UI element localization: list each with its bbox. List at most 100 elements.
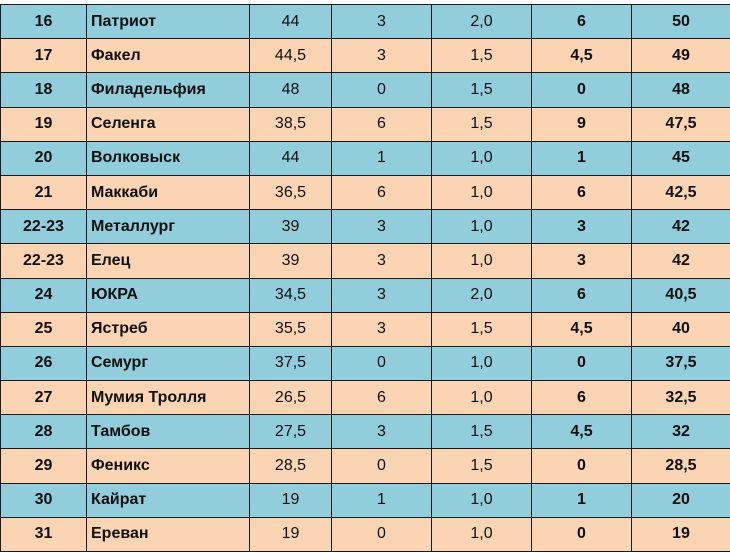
score-cell: 39 <box>250 244 332 278</box>
coefficient-cell: 1,5 <box>432 107 532 141</box>
score-cell: 48 <box>250 73 332 107</box>
column-4-cell: 3 <box>332 39 432 73</box>
column-4-cell: 0 <box>332 73 432 107</box>
total-cell: 42 <box>632 210 730 244</box>
coefficient-cell: 1,0 <box>432 483 532 517</box>
coefficient-cell: 1,5 <box>432 312 532 346</box>
column-4-cell: 6 <box>332 107 432 141</box>
rank-cell: 28 <box>1 415 87 449</box>
bonus-cell: 6 <box>532 5 632 39</box>
total-cell: 42 <box>632 244 730 278</box>
total-cell: 42,5 <box>632 175 730 209</box>
score-cell: 44 <box>250 141 332 175</box>
bonus-cell: 9 <box>532 107 632 141</box>
score-cell: 44,5 <box>250 39 332 73</box>
column-4-cell: 6 <box>332 175 432 209</box>
column-4-cell: 3 <box>332 244 432 278</box>
coefficient-cell: 1,5 <box>432 415 532 449</box>
score-cell: 38,5 <box>250 107 332 141</box>
team-name-cell: Селенга <box>87 107 250 141</box>
bonus-cell: 6 <box>532 381 632 415</box>
score-cell: 19 <box>250 483 332 517</box>
coefficient-cell: 1,0 <box>432 210 532 244</box>
total-cell: 28,5 <box>632 449 730 483</box>
bonus-cell: 0 <box>532 346 632 380</box>
team-name-cell: Филадельфия <box>87 73 250 107</box>
team-name-cell: Волковыск <box>87 141 250 175</box>
column-4-cell: 6 <box>332 381 432 415</box>
score-cell: 44 <box>250 5 332 39</box>
rank-cell: 25 <box>1 312 87 346</box>
team-name-cell: Мумия Тролля <box>87 381 250 415</box>
rank-cell: 22-23 <box>1 244 87 278</box>
coefficient-cell: 1,0 <box>432 346 532 380</box>
column-4-cell: 3 <box>332 415 432 449</box>
coefficient-cell: 2,0 <box>432 5 532 39</box>
column-4-cell: 3 <box>332 278 432 312</box>
bonus-cell: 6 <box>532 175 632 209</box>
rank-cell: 21 <box>1 175 87 209</box>
coefficient-cell: 1,0 <box>432 244 532 278</box>
bonus-cell: 3 <box>532 244 632 278</box>
team-name-cell: ЮКРА <box>87 278 250 312</box>
coefficient-cell: 1,0 <box>432 517 532 551</box>
coefficient-cell: 1,0 <box>432 381 532 415</box>
rank-cell: 26 <box>1 346 87 380</box>
bonus-cell: 4,5 <box>532 39 632 73</box>
rank-cell: 27 <box>1 381 87 415</box>
team-name-cell: Феникс <box>87 449 250 483</box>
total-cell: 48 <box>632 73 730 107</box>
rank-cell: 31 <box>1 517 87 551</box>
bonus-cell: 4,5 <box>532 415 632 449</box>
column-4-cell: 3 <box>332 210 432 244</box>
coefficient-cell: 1,0 <box>432 141 532 175</box>
column-4-cell: 1 <box>332 141 432 175</box>
bonus-cell: 0 <box>532 73 632 107</box>
column-4-cell: 0 <box>332 346 432 380</box>
column-4-cell: 0 <box>332 449 432 483</box>
bonus-cell: 1 <box>532 483 632 517</box>
bonus-cell: 0 <box>532 517 632 551</box>
bonus-cell: 0 <box>532 449 632 483</box>
team-name-cell: Патриот <box>87 5 250 39</box>
column-4-cell: 1 <box>332 483 432 517</box>
total-cell: 47,5 <box>632 107 730 141</box>
team-name-cell: Елец <box>87 244 250 278</box>
coefficient-cell: 1,5 <box>432 73 532 107</box>
bonus-cell: 3 <box>532 210 632 244</box>
team-name-cell: Ереван <box>87 517 250 551</box>
score-cell: 39 <box>250 210 332 244</box>
total-cell: 32,5 <box>632 381 730 415</box>
rank-cell: 18 <box>1 73 87 107</box>
total-cell: 40,5 <box>632 278 730 312</box>
total-cell: 45 <box>632 141 730 175</box>
score-cell: 35,5 <box>250 312 332 346</box>
total-cell: 37,5 <box>632 346 730 380</box>
team-name-cell: Тамбов <box>87 415 250 449</box>
score-cell: 37,5 <box>250 346 332 380</box>
coefficient-cell: 1,5 <box>432 39 532 73</box>
score-cell: 27,5 <box>250 415 332 449</box>
score-cell: 28,5 <box>250 449 332 483</box>
total-cell: 49 <box>632 39 730 73</box>
team-name-cell: Семург <box>87 346 250 380</box>
bonus-cell: 6 <box>532 278 632 312</box>
rank-cell: 24 <box>1 278 87 312</box>
team-name-cell: Металлург <box>87 210 250 244</box>
column-4-cell: 0 <box>332 517 432 551</box>
team-name-cell: Маккаби <box>87 175 250 209</box>
team-name-cell: Факел <box>87 39 250 73</box>
